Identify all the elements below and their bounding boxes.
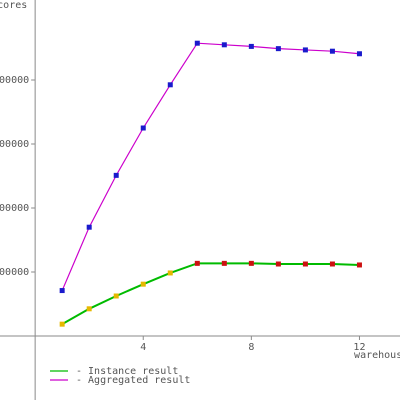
legend-label-aggregated: - Aggregated result: [76, 375, 190, 386]
y-tick-label: 400000: [0, 203, 29, 214]
data-point: [275, 261, 281, 267]
y-axis-label: scores: [0, 0, 27, 11]
x-axis-label: warehouses: [354, 350, 400, 361]
x-tick-label: 12: [353, 342, 365, 353]
data-point: [167, 270, 173, 276]
x-tick-label: 4: [140, 342, 146, 353]
legend: - Instance result - Aggregated result: [50, 366, 190, 386]
series-line: [61, 42, 360, 291]
data-point: [59, 288, 65, 294]
data-point: [86, 224, 92, 230]
series-layer: [59, 40, 362, 327]
data-point: [86, 306, 92, 312]
data-point: [248, 43, 254, 49]
data-point: [113, 172, 119, 178]
data-point: [140, 125, 146, 131]
data-point: [113, 293, 119, 299]
data-point: [275, 46, 281, 52]
series-instance: [59, 260, 362, 327]
legend-label-instance: - Instance result: [76, 366, 178, 377]
data-point: [194, 40, 200, 46]
ticks: 200000 400000 600000 800000 4 8 12: [0, 75, 365, 353]
x-tick-label: 8: [248, 342, 254, 353]
data-point: [140, 281, 146, 287]
data-point: [221, 42, 227, 48]
data-point: [221, 260, 227, 266]
data-point: [167, 82, 173, 88]
data-point: [356, 51, 362, 57]
y-tick-label: 600000: [0, 139, 29, 150]
y-tick-label: 200000: [0, 267, 29, 278]
data-point: [302, 261, 308, 267]
data-point: [329, 261, 335, 267]
data-point: [356, 262, 362, 268]
series-line: [61, 262, 360, 326]
y-tick-label: 800000: [0, 75, 29, 86]
series-aggregated: [59, 40, 362, 294]
data-point: [248, 260, 254, 266]
data-point: [194, 260, 200, 266]
data-point: [59, 321, 65, 327]
data-point: [329, 48, 335, 54]
data-point: [302, 47, 308, 53]
